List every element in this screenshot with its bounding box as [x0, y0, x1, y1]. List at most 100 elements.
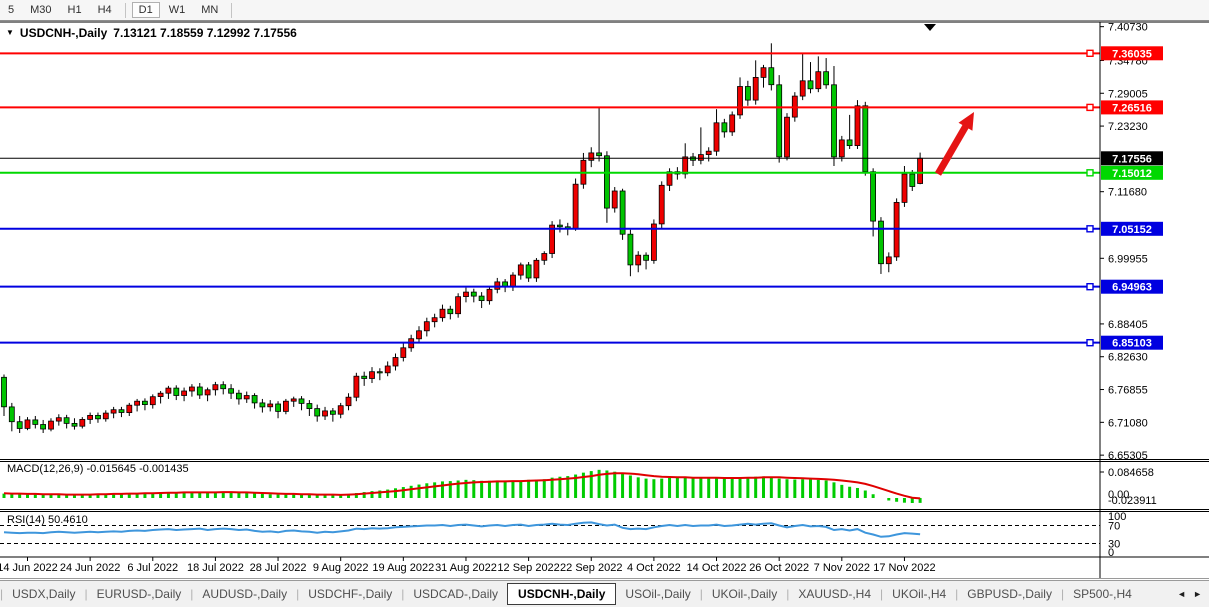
tab-separator: | — [1060, 587, 1065, 601]
tab-xauusd-h4[interactable]: XAUUSD-,H4 — [798, 587, 872, 601]
svg-text:30: 30 — [1108, 539, 1120, 551]
timeframe-button-H1[interactable]: H1 — [67, 4, 82, 16]
tab-usdx-daily[interactable]: USDX,Daily — [12, 587, 76, 601]
svg-text:7 Nov 2022: 7 Nov 2022 — [814, 562, 870, 574]
svg-text:7.29005: 7.29005 — [1108, 88, 1148, 100]
level-line-handle[interactable] — [1086, 339, 1094, 347]
chart-title: ▼ USDCNH-,Daily 7.13121 7.18559 7.12992 … — [6, 26, 297, 40]
svg-text:7.26516: 7.26516 — [1112, 102, 1152, 114]
svg-text:70: 70 — [1108, 521, 1120, 533]
svg-text:24 Jun 2022: 24 Jun 2022 — [60, 562, 121, 574]
date-axis: 14 Jun 2022 24 Jun 2022 6 Jul 2022 18 Jul 2… — [0, 557, 936, 574]
timeframe-button-W1[interactable]: W1 — [168, 4, 186, 16]
svg-text:4 Oct 2022: 4 Oct 2022 — [627, 562, 681, 574]
macd-name: MACD(12,26,9) — [7, 463, 84, 475]
toolbar-separator — [124, 2, 126, 18]
tab-usdchf-daily[interactable]: USDCHF-,Daily — [308, 587, 393, 601]
tab-separator: | — [84, 587, 88, 601]
level-line-handle[interactable] — [1086, 103, 1094, 112]
svg-text:7.17556: 7.17556 — [1112, 153, 1152, 165]
chart-ohlc-values: 7.13121 7.18559 7.12992 7.17556 — [113, 26, 297, 40]
tab-eurusd-daily[interactable]: EURUSD-,Daily — [96, 587, 182, 601]
svg-text:0: 0 — [1108, 547, 1114, 559]
level-lines-group[interactable] — [0, 49, 1100, 347]
svg-text:28 Jul 2022: 28 Jul 2022 — [250, 562, 307, 574]
svg-text:6.65305: 6.65305 — [1108, 450, 1148, 462]
level-line-handle[interactable] — [1086, 283, 1094, 291]
candles-group[interactable] — [1, 43, 923, 434]
rsi-indicator-label: RSI(14) 50.4610 — [7, 514, 88, 526]
tab-separator: | — [699, 587, 703, 601]
svg-text:6 Jul 2022: 6 Jul 2022 — [127, 562, 178, 574]
rsi-value: 50.4610 — [47, 514, 88, 526]
rsi-name: RSI(14) — [7, 514, 45, 526]
tab-separator: | — [0, 587, 4, 601]
svg-text:17 Nov 2022: 17 Nov 2022 — [873, 562, 935, 574]
svg-text:6.76855: 6.76855 — [1108, 385, 1148, 397]
svg-text:7.36035: 7.36035 — [1112, 48, 1152, 60]
timeframe-button-H4[interactable]: H4 — [97, 4, 112, 16]
timeframe-button-M30[interactable]: M30 — [30, 4, 52, 16]
macd-panel[interactable] — [2, 469, 922, 504]
tab-sp500-h4[interactable]: SP500-,H4 — [1073, 587, 1132, 601]
svg-text:14 Oct 2022: 14 Oct 2022 — [687, 562, 747, 574]
tab-ukoil-h4[interactable]: UKOil-,H4 — [892, 587, 947, 601]
svg-text:0.084658: 0.084658 — [1108, 467, 1154, 479]
level-line-handle[interactable] — [1086, 169, 1094, 177]
svg-text:-0.023911: -0.023911 — [1108, 495, 1157, 507]
timeframe-button-MN[interactable]: MN — [201, 4, 219, 16]
tab-audusd-daily[interactable]: AUDUSD-,Daily — [202, 587, 288, 601]
svg-text:6.99955: 6.99955 — [1108, 253, 1148, 265]
tab-usoil-daily[interactable]: USOil-,Daily — [625, 587, 691, 601]
svg-text:19 Aug 2022: 19 Aug 2022 — [372, 562, 434, 574]
svg-text:7.05152: 7.05152 — [1112, 224, 1152, 236]
svg-text:6.82630: 6.82630 — [1108, 352, 1148, 364]
tab-separator: | — [190, 587, 194, 601]
macd-values: -0.015645 -0.001435 — [86, 463, 189, 475]
tab-usdcad-daily[interactable]: USDCAD-,Daily — [413, 587, 499, 601]
chart-shift-marker-icon[interactable] — [924, 24, 936, 31]
svg-text:18 Jul 2022: 18 Jul 2022 — [187, 562, 244, 574]
svg-text:26 Oct 2022: 26 Oct 2022 — [749, 562, 809, 574]
rsi-line — [3, 521, 921, 538]
level-line-handle[interactable] — [1086, 49, 1094, 57]
svg-text:7.40730: 7.40730 — [1108, 22, 1148, 34]
svg-text:6.88405: 6.88405 — [1108, 319, 1148, 331]
symbol-tab-bar: | USDX,Daily | EURUSD-,Daily | AUDUSD-,Daily |… — [0, 580, 1209, 607]
timeframe-button-D1[interactable]: D1 — [131, 2, 160, 18]
macd-indicator-label: MACD(12,26,9) -0.015645 -0.001435 — [7, 463, 189, 475]
svg-text:7.11680: 7.11680 — [1108, 187, 1147, 199]
toolbar-separator — [231, 2, 233, 18]
price-axis-ticks: 7.407307.347807.290057.232307.116806.999… — [1100, 22, 1148, 462]
svg-text:100: 100 — [1108, 511, 1126, 523]
tab-usdcnh-daily[interactable]: USDCNH-,Daily — [507, 582, 617, 605]
price-axis-badges: 7.17556 7.36035 7.26516 7.15012 7.05152 6.949… — [1101, 46, 1163, 350]
tab-scroll-right-icon[interactable]: ► — [1193, 589, 1202, 599]
rsi-panel[interactable] — [0, 521, 1100, 544]
svg-text:6.94963: 6.94963 — [1112, 282, 1152, 294]
tab-separator: | — [296, 587, 300, 601]
svg-text:12 Sep 2022: 12 Sep 2022 — [497, 562, 559, 574]
tab-separator: | — [880, 587, 884, 601]
svg-text:7.15012: 7.15012 — [1112, 168, 1152, 180]
svg-text:7.23230: 7.23230 — [1108, 121, 1148, 133]
symbol-dropdown-icon[interactable]: ▼ — [6, 28, 14, 37]
timeframe-toolbar: 5 M30 H1 H4 D1 W1 MN — [0, 0, 1209, 21]
svg-text:0.00: 0.00 — [1108, 489, 1129, 501]
tab-separator: | — [786, 587, 790, 601]
tab-scroll-left-icon[interactable]: ◄ — [1177, 589, 1187, 599]
timeframe-button-5[interactable]: 5 — [8, 4, 15, 16]
tab-ukoil-daily[interactable]: UKOil-,Daily — [711, 587, 778, 601]
svg-text:22 Sep 2022: 22 Sep 2022 — [560, 562, 622, 574]
svg-text:9 Aug 2022: 9 Aug 2022 — [313, 562, 369, 574]
chart-symbol-label: USDCNH-,Daily — [19, 26, 108, 40]
svg-text:31 Aug 2022: 31 Aug 2022 — [435, 562, 497, 574]
tab-gbpusd-daily[interactable]: GBPUSD-,Daily — [967, 587, 1052, 601]
svg-text:6.85103: 6.85103 — [1112, 338, 1152, 350]
level-line-handle[interactable] — [1086, 225, 1094, 233]
tab-separator: | — [401, 587, 405, 601]
macd-signal-line — [3, 472, 921, 500]
trend-arrow-annotation[interactable] — [958, 112, 975, 131]
